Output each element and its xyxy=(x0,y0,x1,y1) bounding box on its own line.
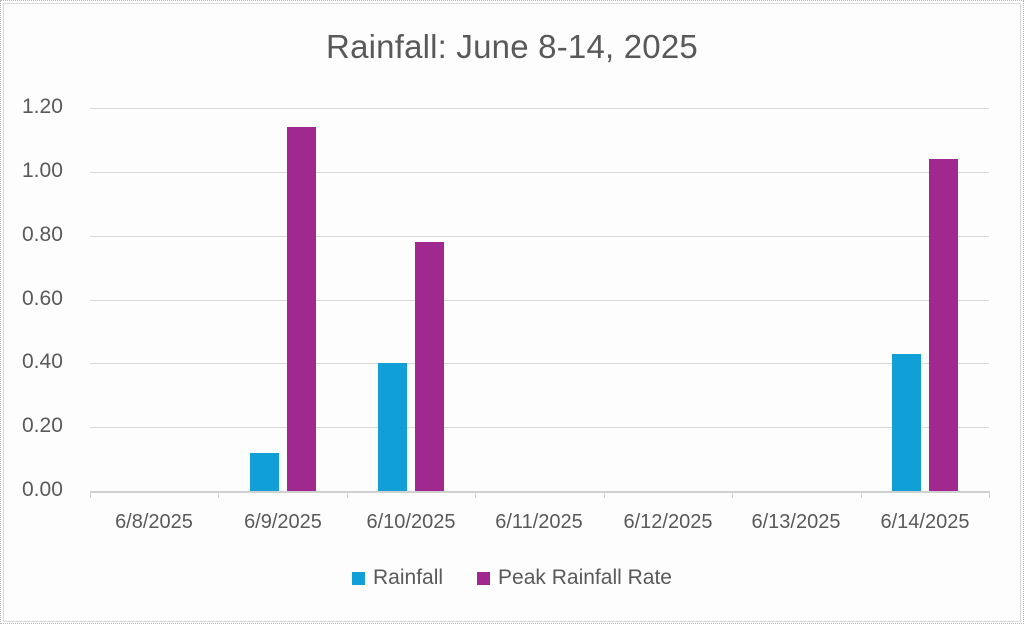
x-tick-label: 6/12/2025 xyxy=(623,511,713,533)
bar-peak-rainfall-rate[interactable] xyxy=(287,127,316,491)
chart-title: Rainfall: June 8-14, 2025 xyxy=(326,28,698,65)
x-tick-mark xyxy=(90,491,91,498)
x-tick-mark xyxy=(218,491,219,498)
x-tick-label: 6/11/2025 xyxy=(495,511,583,533)
legend-swatch-peak-rainfall-rate xyxy=(477,571,491,585)
legend-label-rainfall: Rainfall xyxy=(373,566,444,589)
x-tick-mark xyxy=(861,491,862,498)
x-tick-mark xyxy=(604,491,605,498)
x-tick-mark xyxy=(732,491,733,498)
legend-swatch-rainfall xyxy=(352,571,365,585)
y-tick-label: 0.20 xyxy=(22,414,63,437)
legend-item-peak-rainfall-rate[interactable]: Peak Rainfall Rate xyxy=(477,566,672,590)
x-tick-label: 6/9/2025 xyxy=(244,511,322,533)
y-tick-label: 0.80 xyxy=(22,223,63,246)
y-tick-label: 0.60 xyxy=(22,287,63,310)
gridline xyxy=(90,236,989,237)
bar-peak-rainfall-rate[interactable] xyxy=(929,159,958,491)
legend-label-peak-rainfall-rate: Peak Rainfall Rate xyxy=(498,566,672,589)
gridline xyxy=(90,363,989,364)
x-tick-label: 6/14/2025 xyxy=(880,511,970,533)
x-axis xyxy=(90,491,989,493)
y-tick-label: 0.00 xyxy=(22,478,63,501)
gridline xyxy=(90,427,989,428)
x-tick-mark xyxy=(989,491,990,498)
y-tick-label: 0.40 xyxy=(22,350,63,373)
y-tick-label: 1.20 xyxy=(22,95,63,118)
legend: Rainfall Peak Rainfall Rate xyxy=(0,566,1024,590)
bar-peak-rainfall-rate[interactable] xyxy=(415,242,444,491)
gridline xyxy=(90,108,989,109)
x-tick-label: 6/10/2025 xyxy=(366,511,456,533)
gridline xyxy=(90,172,989,173)
bar-rainfall[interactable] xyxy=(892,354,921,491)
x-tick-mark xyxy=(475,491,476,498)
legend-item-rainfall[interactable]: Rainfall xyxy=(352,566,443,590)
x-tick-label: 6/8/2025 xyxy=(115,511,193,533)
gridline xyxy=(90,300,989,301)
x-tick-mark xyxy=(347,491,348,498)
x-tick-label: 6/13/2025 xyxy=(751,511,841,533)
bar-rainfall[interactable] xyxy=(378,363,407,491)
bar-rainfall[interactable] xyxy=(250,453,279,491)
chart-area xyxy=(3,3,1021,622)
y-tick-label: 1.00 xyxy=(22,159,63,182)
